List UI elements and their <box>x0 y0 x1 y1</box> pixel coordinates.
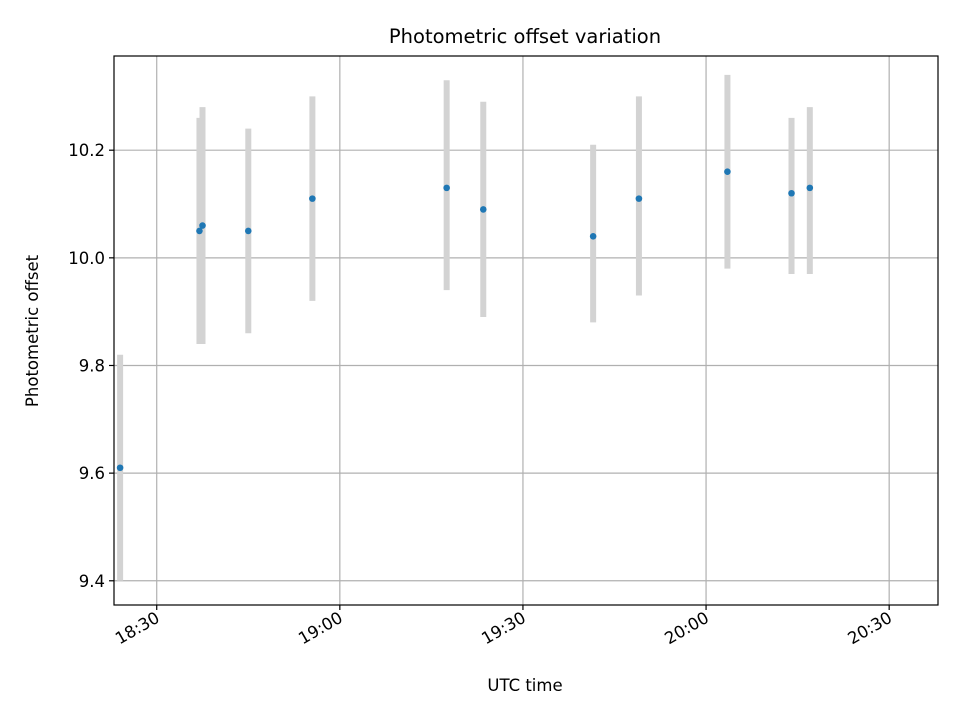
y-tick-label: 10.2 <box>68 141 105 160</box>
y-tick-label: 10.0 <box>68 249 105 268</box>
plot-frame <box>113 55 939 606</box>
data-point <box>116 464 124 472</box>
data-points <box>116 168 814 472</box>
y-tick-label: 9.8 <box>79 356 105 375</box>
y-tick-label: 9.6 <box>79 464 105 483</box>
data-point <box>309 195 316 202</box>
data-point <box>199 222 206 229</box>
data-point <box>443 184 450 192</box>
data-point <box>635 195 643 202</box>
x-axis-label: UTC time <box>487 676 562 695</box>
y-tick-label: 9.4 <box>79 572 105 591</box>
y-axis-label: Photometric offset <box>23 254 42 407</box>
data-point <box>788 189 795 197</box>
data-point <box>806 184 814 192</box>
data-point <box>724 168 731 176</box>
data-point <box>589 233 597 240</box>
grid <box>114 56 938 605</box>
chart-title: Photometric offset variation <box>389 25 661 48</box>
y-axis: 9.4 9.6 9.8 10.0 10.2 <box>68 141 114 591</box>
data-point <box>244 227 252 235</box>
data-point <box>196 227 203 235</box>
data-point <box>479 206 487 213</box>
